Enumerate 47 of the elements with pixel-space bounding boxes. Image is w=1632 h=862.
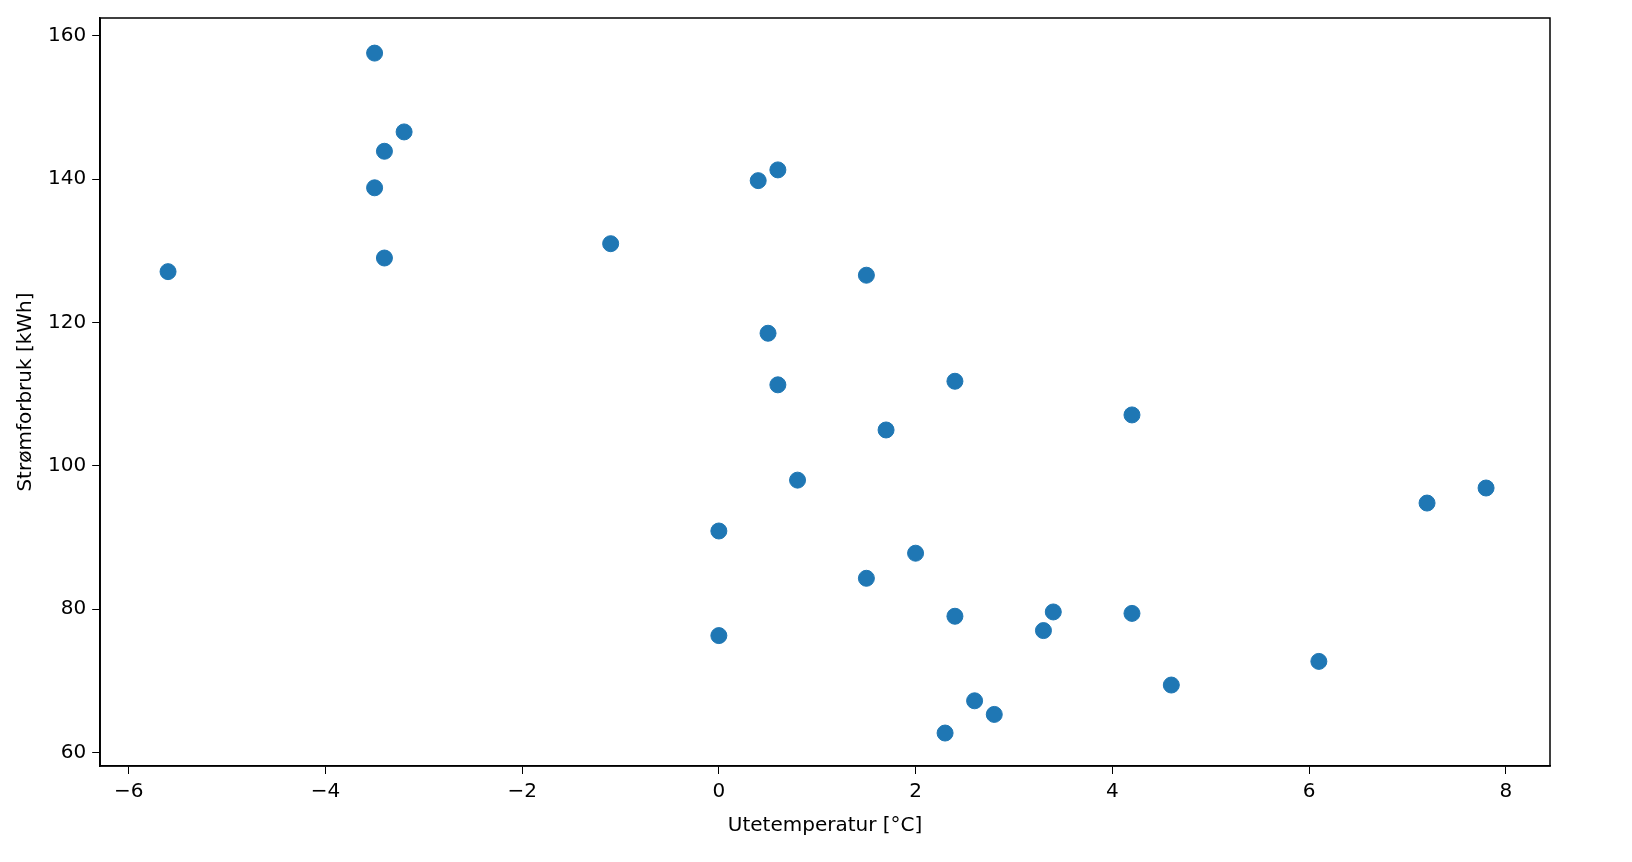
point: [1310, 652, 1328, 670]
point: [936, 724, 954, 742]
point: [769, 161, 787, 179]
point: [159, 263, 177, 281]
x-axis-title: Utetemperatur [°C]: [727, 812, 923, 837]
point: [366, 44, 384, 62]
point: [395, 123, 413, 141]
y-tick-label: 140: [47, 165, 87, 190]
point: [1123, 406, 1141, 424]
point: [1477, 479, 1495, 497]
point: [946, 607, 964, 625]
x-tick-label: 4: [1105, 778, 1119, 803]
point: [1162, 676, 1180, 694]
x-tick-label: 8: [1499, 778, 1513, 803]
point: [907, 544, 925, 562]
point: [710, 627, 728, 645]
point: [1418, 494, 1436, 512]
point: [366, 179, 384, 197]
point: [602, 235, 620, 253]
point: [1034, 622, 1052, 640]
point: [769, 376, 787, 394]
point: [749, 172, 767, 190]
point: [966, 692, 984, 710]
point: [1123, 604, 1141, 622]
x-tick-label: −6: [113, 778, 144, 803]
point: [857, 569, 875, 587]
y-tick-label: 60: [60, 738, 87, 763]
y-tick-label: 80: [60, 595, 87, 620]
point: [985, 705, 1003, 723]
point: [857, 266, 875, 284]
y-tick-label: 120: [47, 308, 87, 333]
point: [877, 421, 895, 439]
y-axis-title: Strømforbruk [kWh]: [12, 292, 37, 492]
x-tick-label: −2: [507, 778, 537, 803]
x-tick-label: −4: [310, 778, 341, 803]
point: [1044, 603, 1062, 621]
x-tick-label: 0: [712, 778, 726, 803]
point: [375, 249, 393, 267]
point: [710, 522, 728, 540]
x-tick-label: 6: [1302, 778, 1316, 803]
point: [946, 372, 964, 390]
y-tick-label: 160: [47, 22, 87, 47]
x-tick-label: 2: [909, 778, 922, 803]
point: [759, 324, 777, 342]
point: [789, 471, 807, 489]
y-tick-label: 100: [47, 452, 87, 476]
point: [375, 142, 393, 160]
